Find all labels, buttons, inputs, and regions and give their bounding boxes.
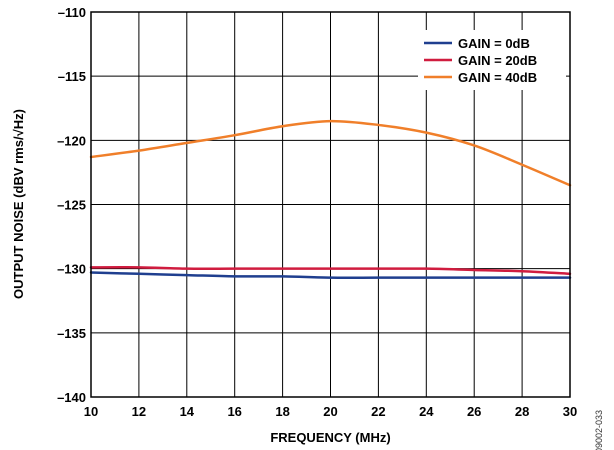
x-tick-label: 16 <box>227 404 241 419</box>
series-lines <box>89 119 572 279</box>
y-tick-labels: –110 –115 –120 –125 –130 –135 –140 <box>57 5 86 405</box>
y-axis-title: OUTPUT NOISE (dBV rms/√Hz) <box>11 109 26 299</box>
y-tick-label: –115 <box>58 69 86 84</box>
x-tick-label: 10 <box>84 404 98 419</box>
x-tick-label: 14 <box>180 404 195 419</box>
y-tick-label: –120 <box>57 133 86 148</box>
x-tick-labels: 10 12 14 16 18 20 22 24 26 28 30 <box>84 404 577 419</box>
series-line-2 <box>89 266 572 276</box>
figure-id: 09002-033 <box>594 410 604 450</box>
plot-frame <box>90 11 571 398</box>
x-tick-label: 28 <box>515 404 529 419</box>
legend-label: GAIN = 40dB <box>458 70 537 85</box>
legend: GAIN = 0dB GAIN = 20dB GAIN = 40dB <box>418 30 566 90</box>
legend-label: GAIN = 0dB <box>458 36 530 51</box>
x-tick-label: 18 <box>275 404 289 419</box>
x-tick-label: 20 <box>323 404 337 419</box>
series-line-1 <box>89 271 572 279</box>
legend-label: GAIN = 20dB <box>458 53 537 68</box>
y-tick-label: –135 <box>57 326 86 341</box>
y-tick-label: –125 <box>57 198 86 213</box>
series-line-3 <box>89 119 572 187</box>
x-tick-label: 22 <box>371 404 385 419</box>
x-axis-title: FREQUENCY (MHz) <box>270 430 390 445</box>
y-tick-label: –140 <box>57 390 86 405</box>
y-tick-label: –130 <box>57 262 86 277</box>
y-tick-label: –110 <box>58 5 86 20</box>
x-tick-label: 26 <box>467 404 481 419</box>
x-tick-label: 12 <box>132 404 146 419</box>
x-tick-label: 24 <box>419 404 434 419</box>
x-tick-label: 30 <box>563 404 577 419</box>
